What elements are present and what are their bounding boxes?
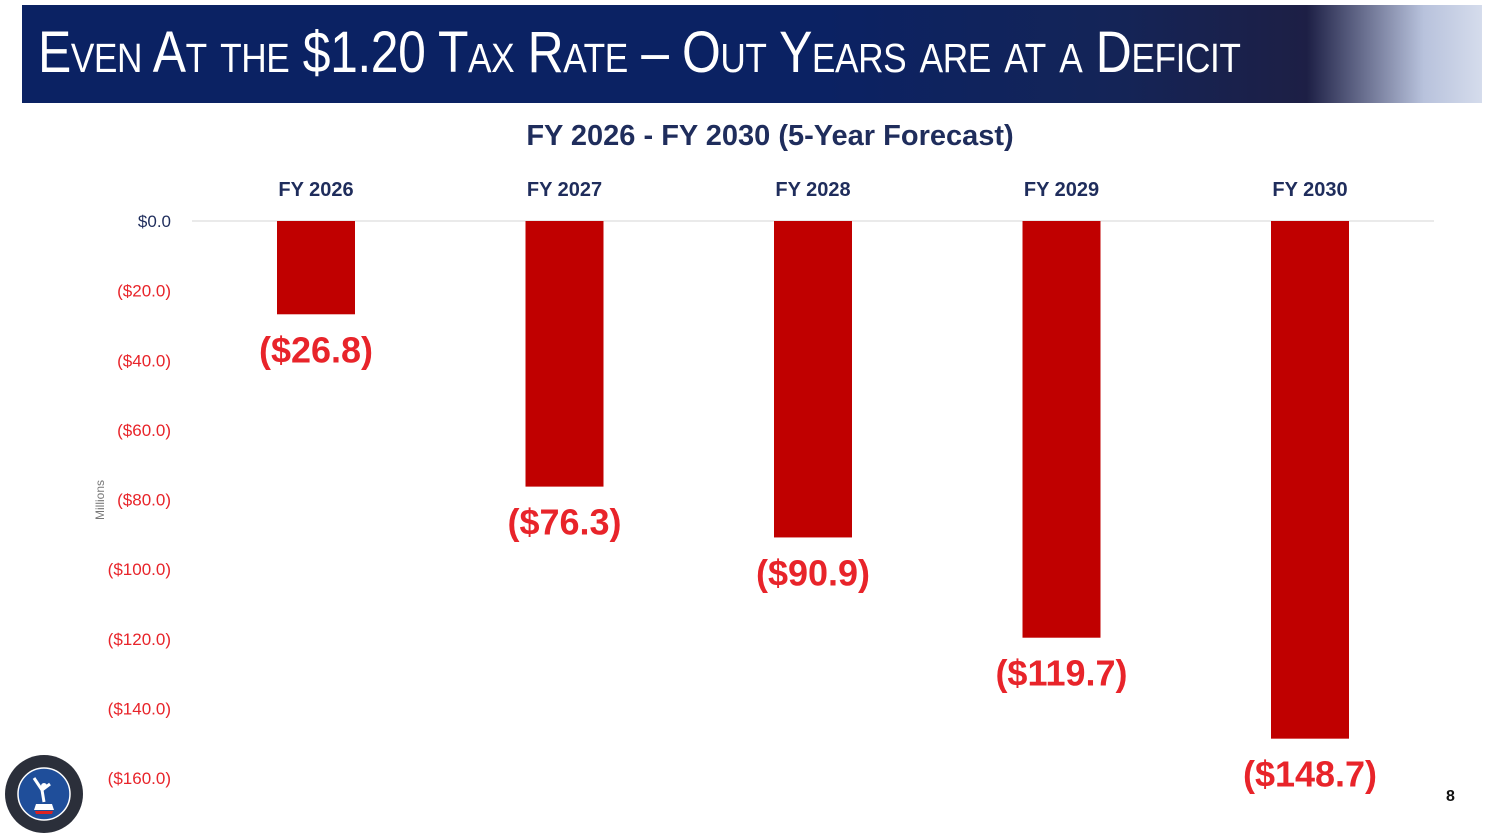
data-label: ($148.7) bbox=[1243, 754, 1377, 795]
category-label: FY 2029 bbox=[1024, 179, 1099, 201]
y-tick-label: ($40.0) bbox=[117, 351, 171, 370]
y-axis-label: Millions bbox=[93, 480, 107, 520]
y-tick-label: ($160.0) bbox=[108, 769, 171, 788]
category-label: FY 2028 bbox=[775, 179, 850, 201]
y-tick-label: ($20.0) bbox=[117, 282, 171, 301]
y-tick-label: $0.0 bbox=[138, 212, 171, 231]
y-tick-label: ($100.0) bbox=[108, 560, 171, 579]
bar-fy-2030 bbox=[1271, 221, 1349, 739]
bar-fy-2028 bbox=[774, 221, 852, 538]
category-label: FY 2030 bbox=[1272, 179, 1347, 201]
bar-fy-2029 bbox=[1022, 221, 1101, 638]
category-label: FY 2027 bbox=[527, 179, 602, 201]
bar-fy-2027 bbox=[525, 221, 604, 487]
slide-title: Even At the $1.20 Tax Rate – Out Years a… bbox=[38, 20, 1241, 85]
category-label: FY 2026 bbox=[278, 179, 353, 201]
data-label: ($119.7) bbox=[995, 653, 1127, 694]
bar-fy-2026 bbox=[277, 221, 355, 315]
data-label: ($90.9) bbox=[756, 552, 870, 593]
data-label: ($76.3) bbox=[507, 502, 621, 543]
y-tick-label: ($80.0) bbox=[117, 491, 171, 510]
data-label: ($26.8) bbox=[259, 329, 373, 370]
y-tick-label: ($140.0) bbox=[108, 699, 171, 718]
y-tick-label: ($120.0) bbox=[108, 630, 171, 649]
y-tick-label: ($60.0) bbox=[117, 421, 171, 440]
chart-title: FY 2026 - FY 2030 (5-Year Forecast) bbox=[526, 120, 1014, 152]
title-bar: Even At the $1.20 Tax Rate – Out Years a… bbox=[22, 5, 1482, 103]
city-seal-logo bbox=[5, 755, 83, 833]
page-number: 8 bbox=[1446, 788, 1455, 805]
